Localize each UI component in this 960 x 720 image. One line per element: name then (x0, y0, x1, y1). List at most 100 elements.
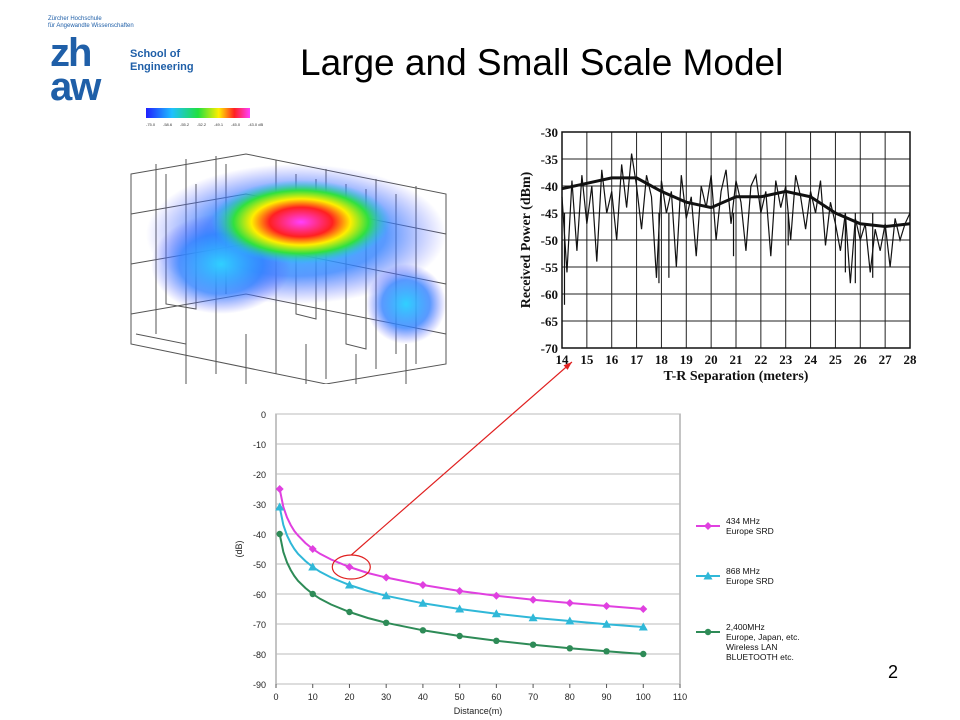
chart2-x-tick-label: 50 (455, 692, 465, 702)
chart1-x-tick-label: 17 (630, 352, 644, 367)
chart2-marker-circle (493, 637, 500, 644)
chart1-y-tick-label: -35 (541, 152, 559, 167)
chart2-marker-circle (419, 627, 427, 634)
chart2-legend-label: BLUETOOTH etc. (726, 652, 794, 662)
chart2-y-tick-label: -20 (253, 470, 266, 480)
chart1-x-tick-label: 23 (779, 352, 793, 367)
chart2-marker-circle (382, 619, 390, 626)
chart2-marker-circle (529, 641, 537, 648)
path-loss-chart: 0 -10 -20 -30 -40 -50 -60 -70 -80 -90 0 10 20 30 40 50 6… (234, 410, 800, 716)
chart2-marker-diamond (704, 522, 712, 530)
chart1-x-tick-label: 27 (879, 352, 893, 367)
heatmap-cool-zone (366, 264, 446, 344)
chart1-x-tick-label: 25 (829, 352, 843, 367)
chart2-legend-label: Europe SRD (726, 526, 774, 536)
chart2-y-tick-label: -80 (253, 650, 266, 660)
chart2-marker-triangle (344, 580, 354, 589)
logo-institution-line2: für Angewandte Wissenschaften (48, 23, 134, 29)
chart2-x-tick-label: 70 (528, 692, 538, 702)
chart1-x-tick-label: 15 (580, 352, 594, 367)
fast-fading-chart: 14 15 16 17 18 19 20 21 22 23 24 25 26 27 28-30-35-40-… (519, 126, 917, 384)
chart2-plot-area (275, 413, 681, 685)
chart2-marker-circle (603, 648, 610, 655)
chart2-marker-diamond (382, 573, 391, 582)
logo-institution-text: Zürcher Hochschule für Angewandte Wissen… (48, 16, 158, 30)
chart1-x-tick-label: 26 (854, 352, 868, 367)
chart2-marker-triangle (528, 613, 538, 622)
chart2-marker-triangle (491, 609, 501, 618)
heatmap-hot-zone (211, 180, 391, 264)
logo-letters-bottom: aw (50, 65, 101, 109)
chart2-y-tick-label: -10 (253, 440, 266, 450)
chart2-marker-circle (704, 628, 712, 636)
chart2-marker-circle (640, 650, 647, 658)
chart2-marker-diamond (565, 599, 574, 607)
chart2-legend-label: Europe, Japan, etc. (726, 632, 800, 642)
chart1-y-tick-label: -65 (541, 314, 559, 329)
chart2-marker-triangle (455, 604, 465, 613)
chart1-y-tick-label: -30 (541, 126, 558, 140)
colorbar-label: -75.0 (146, 122, 156, 127)
chart1-y-tick-label: -50 (541, 233, 558, 248)
chart2-series-2 (276, 530, 647, 658)
chart2-marker-triangle (275, 502, 285, 511)
chart2-marker-triangle (602, 619, 612, 628)
chart1-frame (561, 131, 911, 349)
chart2-marker-circle (566, 645, 574, 652)
logo-school-text: School of Engineering (130, 48, 210, 74)
chart1-y-tick-label: -45 (541, 206, 559, 221)
chart1-y-tick-label: -60 (541, 287, 558, 302)
logo-institution-line1: Zürcher Hochschule (48, 16, 102, 22)
chart2-marker-circle (456, 632, 463, 640)
chart2-marker-triangle (381, 591, 391, 600)
chart2-x-tick-label: 40 (418, 692, 428, 702)
chart1-x-tick-label: 19 (680, 352, 694, 367)
chart1-grid (561, 131, 911, 349)
chart2-x-axis-label: Distance(m) (454, 706, 503, 716)
chart1-y-axis-label: Received Power (dBm) (519, 171, 534, 308)
chart2-x-tick-label: 60 (491, 692, 501, 702)
chart2-y-tick-label: -70 (253, 620, 266, 630)
chart1-x-tick-label: 18 (655, 352, 669, 367)
chart1-x-tick-label: 20 (705, 352, 718, 367)
chart2-y-tick-label: -90 (253, 680, 266, 690)
chart2-marker-diamond (418, 581, 427, 589)
chart1-y-tick-label: -40 (541, 179, 558, 194)
chart2-marker-diamond (455, 587, 464, 595)
chart2-legend-label: 2,400MHz (726, 622, 765, 632)
chart1-series-fast-fading (561, 153, 911, 284)
logo-school-line2: Engineering (130, 61, 194, 73)
chart2-marker-diamond (275, 485, 284, 493)
chart1-x-tick-label: 16 (605, 352, 619, 367)
colorbar (146, 108, 250, 118)
chart1-y-tick-label: -70 (541, 341, 558, 356)
chart2-legend-label: 868 MHz (726, 566, 760, 576)
chart2-marker-triangle (703, 571, 713, 580)
chart2-marker-diamond (308, 545, 317, 553)
chart2-x-tick-label: 20 (344, 692, 354, 702)
chart2-marker-triangle (565, 616, 575, 625)
chart2-marker-triangle (638, 622, 648, 631)
chart2-marker-diamond (529, 595, 538, 604)
colorbar-label: -43.0 dB (248, 122, 263, 127)
chart1-x-tick-label: 22 (754, 352, 767, 367)
chart1-x-tick-label: 24 (804, 352, 818, 367)
chart2-legend-label: 434 MHz (726, 516, 760, 526)
chart2-marker-circle (309, 590, 316, 598)
chart2-marker-triangle (308, 562, 318, 571)
colorbar-label: -52.2 (197, 122, 207, 127)
chart2-marker-diamond (639, 605, 648, 613)
slide-title: Large and Small Scale Model (300, 42, 784, 83)
chart2-x-tick-label: 110 (673, 692, 687, 702)
colorbar-label: -45.0 (231, 122, 241, 127)
chart2-y-axis-label: (dB) (234, 540, 244, 557)
chart2-legend-label: Wireless LAN (726, 642, 777, 652)
chart2-y-tick-label: 0 (261, 410, 266, 420)
colorbar-label: -55.2 (180, 122, 190, 127)
chart2-marker-diamond (602, 602, 611, 610)
heatmap-illustration: -75.0 -58.6 -55.2 -52.2 -49.1 -45.0 -43.0 dB (130, 108, 447, 384)
chart2-y-tick-label: -50 (253, 560, 266, 570)
colorbar-labels: -75.0 -58.6 -55.2 -52.2 -49.1 -45.0 -43.0 dB (146, 122, 263, 127)
chart2-x-tick-label: 80 (565, 692, 575, 702)
logo-letters-top: zh (50, 31, 92, 75)
